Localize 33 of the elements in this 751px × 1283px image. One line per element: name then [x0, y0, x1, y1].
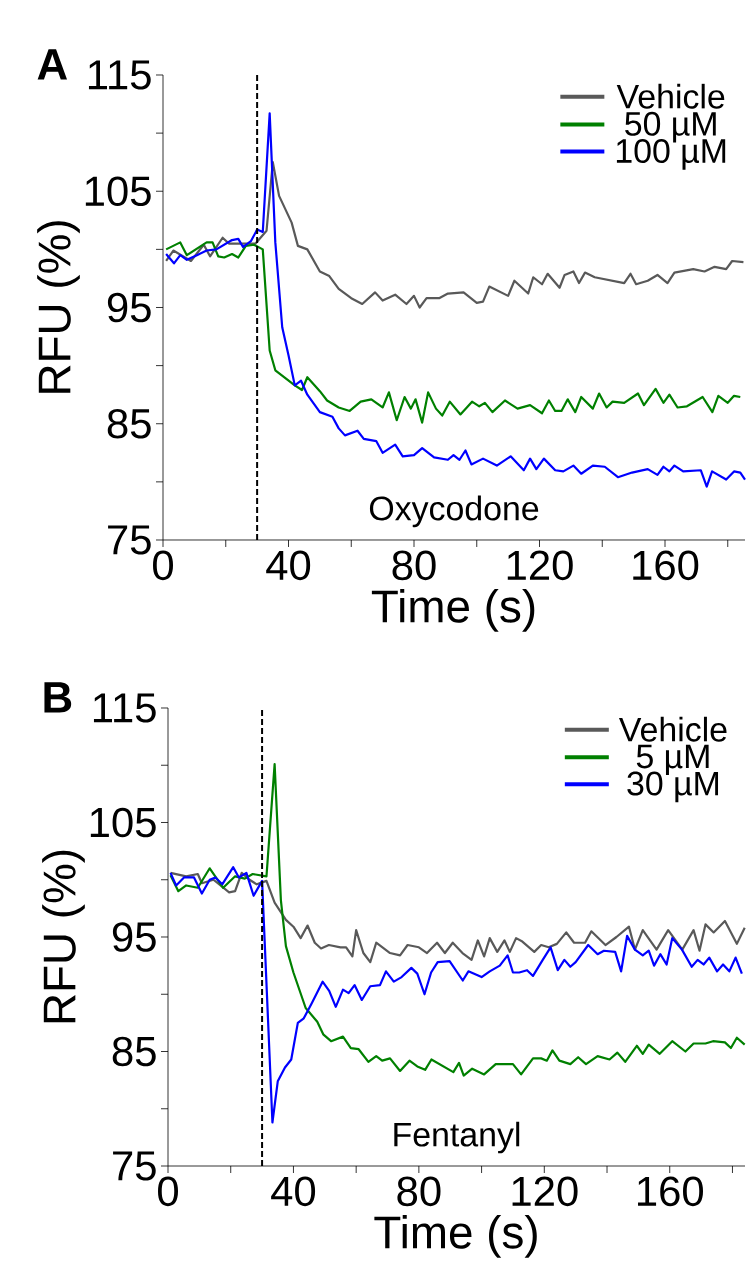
y-tick-label: 105 — [90, 807, 156, 838]
chart-title: B — [44, 682, 72, 713]
x-tick-label: 40 — [271, 1176, 316, 1207]
x-axis-title: Time (s) — [374, 1214, 537, 1258]
legend-label: Vehicle — [618, 716, 727, 742]
line-series — [165, 241, 742, 424]
y-axis-title: RFU (%) — [42, 850, 85, 1023]
y-tick-label: 75 — [113, 1151, 156, 1181]
annotation: Oxycodone — [369, 495, 539, 528]
x-tick-label: 0 — [158, 1176, 179, 1207]
x-tick-label: 160 — [638, 1176, 704, 1207]
x-tick-label: 160 — [633, 550, 699, 581]
y-tick-label: 95 — [107, 292, 151, 323]
y-tick-label: 115 — [93, 693, 156, 723]
y-tick-label: 105 — [85, 176, 151, 207]
x-axis-title: Time (s) — [371, 588, 535, 632]
legend-label: Vehicle — [616, 83, 725, 109]
x-tick-label: 0 — [153, 550, 174, 581]
y-axis-title: RFU (%) — [37, 221, 80, 393]
x-tick-label: 120 — [512, 1176, 578, 1207]
x-tick-label: 120 — [507, 550, 573, 581]
x-tick-label: 40 — [266, 550, 311, 581]
x-tick-label: 80 — [397, 1176, 441, 1207]
y-tick-label: 95 — [112, 922, 156, 952]
annotation: Fentanyl — [394, 1121, 520, 1154]
y-tick-label: 115 — [88, 60, 151, 90]
y-tick-label: 85 — [112, 1036, 156, 1067]
line-series — [169, 871, 746, 964]
y-tick-label: 85 — [107, 408, 151, 439]
line-series — [165, 112, 747, 488]
x-tick-label: 80 — [392, 550, 436, 581]
y-tick-label: 75 — [108, 525, 151, 555]
chart-title: A — [37, 49, 68, 80]
